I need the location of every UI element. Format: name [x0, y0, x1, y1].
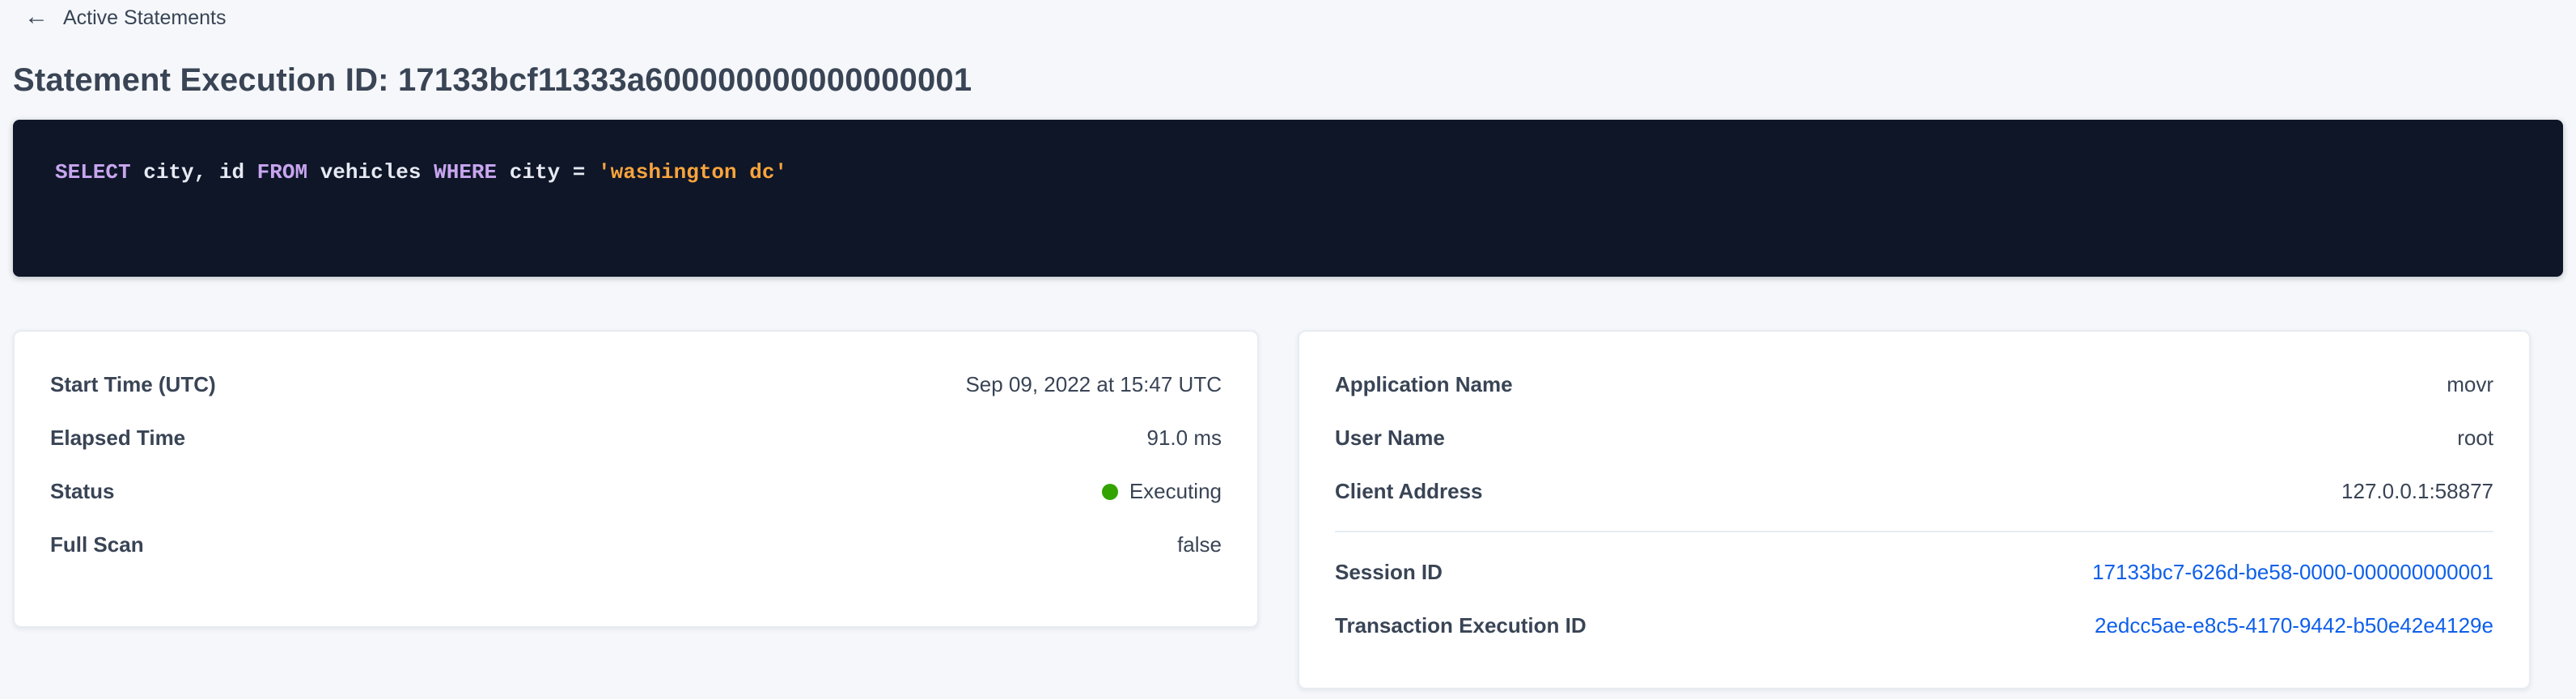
sql-token-keyword: FROM	[256, 160, 308, 184]
row-elapsed-time: Elapsed Time 91.0 ms	[15, 411, 1257, 464]
application-name-value: movr	[2447, 372, 2493, 396]
sql-token-keyword: WHERE	[434, 160, 498, 184]
back-link-active-statements[interactable]: ← Active Statements	[0, 0, 227, 29]
row-transaction-execution-id: Transaction Execution ID 2edcc5ae-e8c5-4…	[1299, 599, 2529, 652]
sql-token-string: 'washington dc'	[598, 160, 788, 184]
client-address-label: Client Address	[1335, 479, 1483, 503]
sql-token-keyword: SELECT	[55, 160, 131, 184]
sql-token-plain: city, id	[130, 160, 257, 184]
row-full-scan: Full Scan false	[15, 518, 1257, 571]
status-badge: Executing	[1129, 479, 1222, 503]
summary-cards: Start Time (UTC) Sep 09, 2022 at 15:47 U…	[13, 330, 2563, 689]
client-address-value: 127.0.0.1:58877	[2341, 479, 2493, 503]
sql-statement-box: SELECT city, id FROM vehicles WHERE city…	[13, 120, 2563, 277]
full-scan-label: Full Scan	[50, 532, 144, 557]
session-id-label: Session ID	[1335, 560, 1443, 584]
row-client-address: Client Address 127.0.0.1:58877	[1299, 464, 2529, 518]
elapsed-time-label: Elapsed Time	[50, 426, 186, 450]
application-name-label: Application Name	[1335, 372, 1513, 396]
row-start-time: Start Time (UTC) Sep 09, 2022 at 15:47 U…	[15, 358, 1257, 411]
row-status: Status Executing	[15, 464, 1257, 518]
transaction-execution-id-link[interactable]: 2edcc5ae-e8c5-4170-9442-b50e42e4129e	[2095, 613, 2493, 638]
arrow-left-icon: ←	[24, 3, 49, 31]
sql-token-plain: city =	[497, 160, 598, 184]
row-application-name: Application Name movr	[1299, 358, 2529, 411]
row-session-id: Session ID 17133bc7-626d-be58-0000-00000…	[1299, 545, 2529, 599]
sql-statement-text: SELECT city, id FROM vehicles WHERE city…	[55, 159, 2524, 188]
session-id-link[interactable]: 17133bc7-626d-be58-0000-000000000001	[2092, 560, 2493, 584]
page-title: Statement Execution ID: 17133bcf11333a60…	[13, 63, 972, 99]
full-scan-value: false	[1177, 532, 1222, 557]
start-time-label: Start Time (UTC)	[50, 372, 216, 396]
row-user-name: User Name root	[1299, 411, 2529, 464]
session-details-card: Application Name movr User Name root Cli…	[1298, 330, 2531, 689]
back-link-label: Active Statements	[63, 6, 227, 29]
user-name-label: User Name	[1335, 426, 1445, 450]
card-divider	[1335, 531, 2493, 532]
execution-details-card: Start Time (UTC) Sep 09, 2022 at 15:47 U…	[13, 330, 1259, 628]
elapsed-time-value: 91.0 ms	[1146, 426, 1222, 450]
status-label: Status	[50, 479, 115, 503]
sql-token-plain: vehicles	[307, 160, 434, 184]
user-name-value: root	[2457, 426, 2493, 450]
start-time-value: Sep 09, 2022 at 15:47 UTC	[965, 372, 1222, 396]
status-value: Executing	[1101, 479, 1222, 503]
status-executing-dot-icon	[1101, 484, 1118, 500]
transaction-execution-id-label: Transaction Execution ID	[1335, 613, 1587, 638]
